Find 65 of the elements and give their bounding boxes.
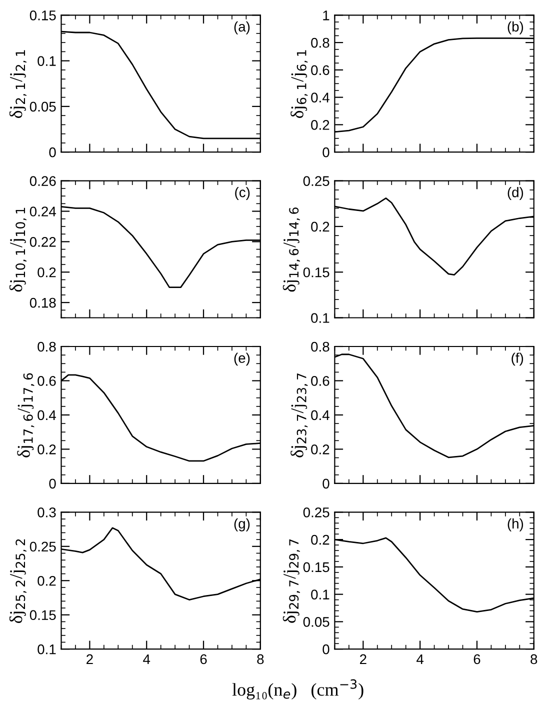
- y-tick-label: 0.2: [311, 222, 330, 232]
- y-tick-label: 0.18: [30, 298, 56, 308]
- annotation: (g): [234, 518, 250, 532]
- y-tick-label: 0.6: [311, 376, 330, 386]
- y-axis-title: δj$_{10,1}$/j$_{10,1}$: [9, 208, 26, 292]
- y-axis-title: δj$_{2,1}$/j$_{2,1}$: [9, 50, 26, 118]
- y-tick-label: 0.15: [30, 610, 56, 620]
- x-tick-label: 2: [360, 654, 366, 664]
- y-tick-label: 1: [323, 10, 330, 20]
- y-tick-label: 0.05: [30, 102, 56, 112]
- y-tick-label: 0: [322, 644, 330, 654]
- y-tick-label: 0.2: [38, 576, 56, 586]
- y-tick-label: 0.3: [38, 507, 56, 518]
- y-tick-label: 0.4: [311, 410, 330, 420]
- y-tick-label: 0.05: [303, 617, 330, 627]
- y-tick-label: 0.15: [303, 267, 330, 278]
- y-axis-title: δj$_{23,7}$/j$_{23,7}$: [290, 373, 308, 458]
- y-tick-label: 0: [49, 147, 56, 158]
- y-tick-label: 0.24: [30, 206, 56, 216]
- annotation: (h): [508, 518, 524, 532]
- y-tick-label: 0.6: [311, 65, 330, 76]
- x-tick-label: 2: [86, 654, 93, 664]
- annotation: (c): [235, 187, 250, 200]
- y-tick-label: 0.22: [30, 237, 56, 247]
- y-tick-label: 0.8: [311, 342, 330, 352]
- y-tick-label: 0.8: [38, 342, 56, 352]
- y-tick-label: 0.15: [30, 10, 56, 20]
- x-tick-label: 4: [416, 654, 424, 664]
- y-tick-label: 0.2: [311, 120, 330, 130]
- y-tick-label: 0.15: [303, 562, 330, 572]
- y-tick-label: 0: [322, 147, 330, 158]
- y-tick-label: 0.1: [38, 56, 56, 66]
- x-axis-title: log₁₀(n$_{e}$) (cm$^{−3}$): [232, 679, 364, 700]
- y-axis-title: δj$_{29,7}$/j$_{29,7}$: [282, 539, 300, 623]
- y-tick-label: 0.2: [311, 534, 330, 545]
- y-tick-label: 0.4: [38, 410, 56, 420]
- y-tick-label: 0.6: [38, 376, 56, 386]
- y-tick-label: 0.8: [311, 38, 330, 48]
- y-tick-label: 0.25: [303, 507, 330, 518]
- y-axis-title: δj$_{14,6}$/j$_{14,6}$: [282, 208, 300, 292]
- annotation: (e): [234, 352, 250, 366]
- annotation: (f): [512, 352, 524, 366]
- y-tick-label: 0.1: [311, 313, 330, 323]
- x-tick-label: 8: [530, 654, 538, 664]
- y-axis-title: δj$_{17,6}$/j$_{17,6}$: [17, 373, 34, 458]
- y-tick-label: 0.1: [311, 590, 330, 600]
- annotation: (d): [508, 187, 524, 200]
- y-tick-label: 0.1: [38, 644, 56, 654]
- y-tick-label: 0.2: [311, 444, 330, 454]
- x-tick-label: 8: [257, 654, 264, 664]
- annotation: (a): [234, 21, 250, 34]
- y-tick-label: 0.2: [38, 267, 56, 278]
- y-tick-label: 0.26: [30, 176, 56, 186]
- y-tick-label: 0.25: [30, 542, 56, 552]
- y-tick-label: 0.4: [311, 92, 330, 102]
- y-tick-label: 0.2: [38, 444, 56, 454]
- y-tick-label: 0: [322, 478, 330, 489]
- y-tick-label: 0.25: [303, 176, 330, 186]
- annotation: (b): [508, 21, 524, 34]
- y-tick-label: 0: [49, 478, 56, 489]
- x-tick-label: 6: [200, 654, 207, 664]
- y-axis-title: δj$_{6,1}$/j$_{6,1}$: [290, 50, 308, 118]
- y-axis-title: δj$_{25,2}$/j$_{25,2}$: [9, 539, 26, 624]
- x-tick-label: 4: [143, 654, 150, 664]
- x-tick-label: 6: [474, 654, 480, 664]
